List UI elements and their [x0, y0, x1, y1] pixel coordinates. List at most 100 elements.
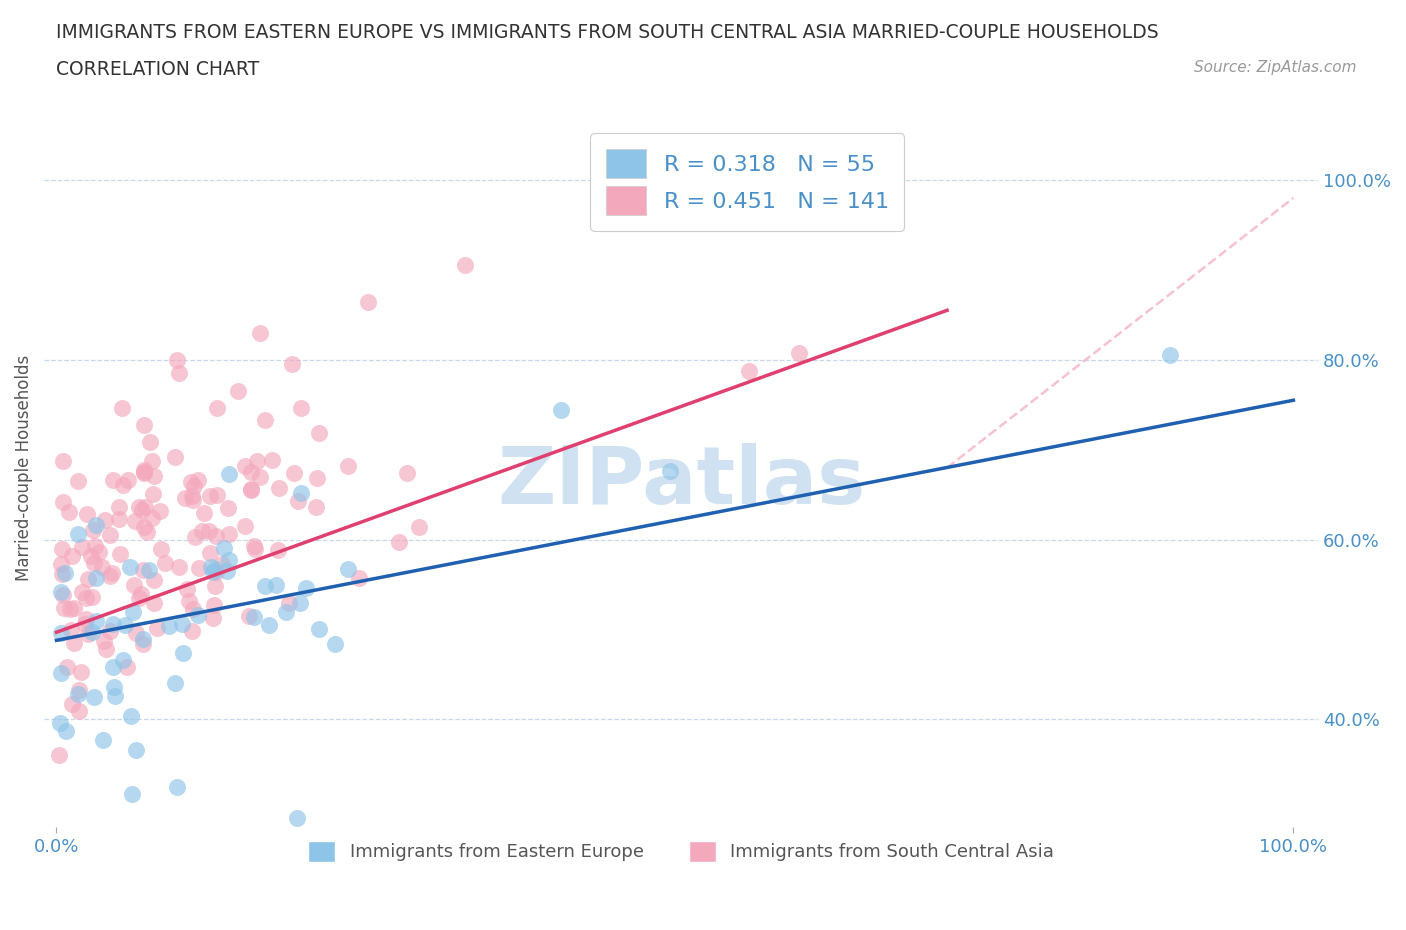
Point [142, 573, 165, 588]
Point [63, 635, 86, 650]
Point [100, 566, 122, 581]
Point [257, 618, 280, 632]
Point [121, 786, 143, 801]
Point [183, 479, 205, 494]
Point [131, 636, 153, 651]
Point [186, 472, 208, 487]
Point [76, 507, 98, 522]
Point [132, 563, 155, 578]
Point [395, 466, 418, 481]
Point [139, 434, 162, 449]
Point [94, 512, 117, 527]
Point [51, 626, 73, 641]
Point [143, 596, 166, 611]
Point [124, 742, 146, 757]
Point [103, 688, 125, 703]
Point [204, 578, 226, 593]
Point [93, 633, 115, 648]
Point [180, 624, 202, 639]
Point [128, 591, 150, 605]
Point [308, 426, 330, 441]
Point [66, 526, 89, 541]
Point [267, 481, 290, 496]
Point [167, 365, 190, 380]
Point [205, 528, 228, 543]
Point [84, 614, 107, 629]
Point [77, 627, 100, 642]
Point [218, 552, 240, 567]
Point [276, 605, 298, 620]
Point [101, 617, 124, 631]
Point [287, 494, 309, 509]
Point [166, 779, 188, 794]
Point [165, 449, 187, 464]
Point [143, 469, 166, 484]
Point [281, 356, 304, 371]
Point [83, 538, 105, 553]
Point [108, 547, 131, 562]
Point [51, 666, 73, 681]
Point [246, 453, 269, 468]
Point [197, 524, 219, 538]
Point [82, 590, 104, 604]
Point [111, 401, 134, 416]
Point [211, 556, 233, 571]
Point [149, 541, 172, 556]
Point [173, 491, 195, 506]
Point [187, 608, 209, 623]
Point [357, 295, 380, 310]
Point [308, 621, 330, 636]
Point [80, 549, 103, 564]
Point [132, 466, 155, 481]
Point [226, 384, 249, 399]
Point [278, 595, 301, 610]
Point [51, 566, 73, 581]
Point [198, 546, 221, 561]
Point [166, 352, 188, 367]
Point [142, 486, 165, 501]
Point [82, 625, 104, 640]
Point [243, 538, 266, 553]
Point [157, 618, 180, 633]
Point [59, 602, 82, 617]
Point [167, 560, 190, 575]
Point [249, 326, 271, 340]
Point [86, 517, 108, 532]
Point [56, 659, 79, 674]
Point [181, 492, 204, 507]
Point [184, 530, 207, 545]
Point [131, 631, 153, 646]
Point [118, 560, 141, 575]
Point [60, 549, 83, 564]
Point [290, 486, 312, 501]
Point [98, 568, 121, 583]
Point [176, 582, 198, 597]
Point [235, 458, 257, 473]
Point [207, 400, 229, 415]
Point [108, 499, 131, 514]
Point [388, 534, 411, 549]
Point [98, 527, 121, 542]
Point [103, 472, 125, 487]
Point [659, 463, 682, 478]
Point [120, 709, 142, 724]
Point [187, 561, 209, 576]
Point [243, 609, 266, 624]
Point [205, 488, 228, 503]
Point [83, 689, 105, 704]
Point [112, 478, 135, 493]
Point [67, 704, 90, 719]
Point [83, 555, 105, 570]
Point [260, 452, 283, 467]
Point [240, 482, 263, 497]
Point [193, 506, 215, 521]
Point [48, 748, 70, 763]
Point [59, 622, 82, 637]
Legend: Immigrants from Eastern Europe, Immigrants from South Central Asia: Immigrants from Eastern Europe, Immigran… [301, 833, 1062, 869]
Point [51, 587, 73, 602]
Point [66, 474, 89, 489]
Point [111, 653, 134, 668]
Text: CORRELATION CHART: CORRELATION CHART [56, 60, 260, 79]
Point [138, 563, 160, 578]
Text: ZIPatlas: ZIPatlas [496, 443, 865, 521]
